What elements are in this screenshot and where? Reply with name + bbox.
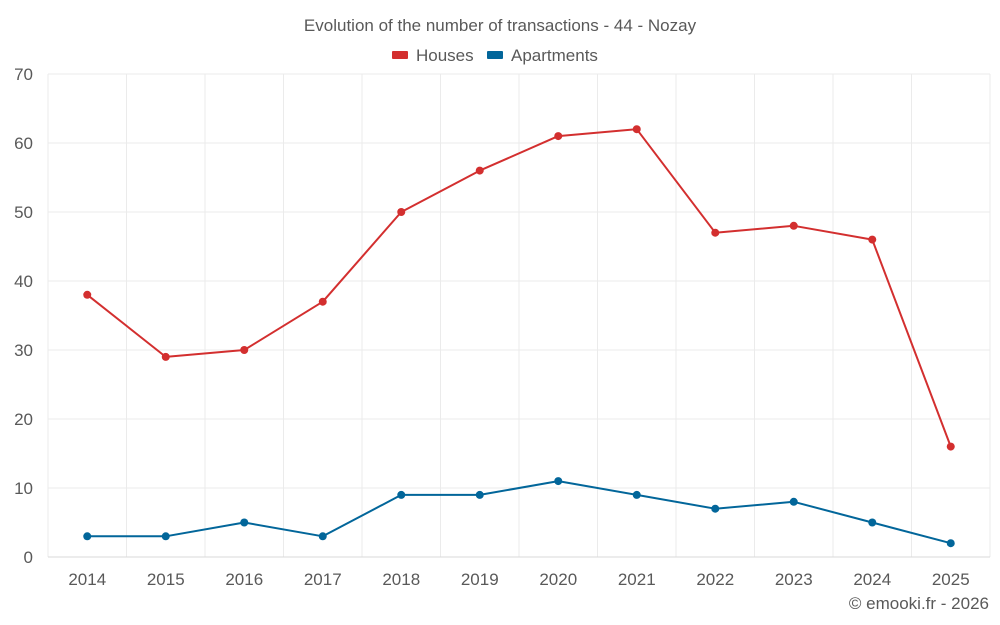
axes: 0 10 20 30 40 50 60 70 2014 2015 2016 2017 2018 2019 2…: [14, 65, 990, 589]
y-tick-label: 40: [14, 272, 33, 291]
chart-title: Evolution of the number of transactions …: [304, 16, 697, 35]
series-line-houses: [86, 128, 952, 447]
data-point-apartments: [83, 532, 92, 541]
x-tick-label: 2014: [68, 570, 106, 589]
x-tick-label: 2020: [539, 570, 577, 589]
x-tick-label: 2015: [147, 570, 185, 589]
y-tick-label: 0: [24, 548, 33, 567]
data-point-apartments: [318, 532, 327, 541]
legend-item-houses[interactable]: Houses: [392, 46, 474, 65]
legend-label-houses: Houses: [416, 46, 474, 65]
data-point-apartments: [554, 477, 563, 486]
data-point-houses: [318, 297, 327, 306]
data-point-apartments: [632, 490, 641, 499]
legend-label-apartments: Apartments: [511, 46, 598, 65]
y-tick-label: 30: [14, 341, 33, 360]
data-point-apartments: [161, 532, 170, 541]
x-tick-label: 2016: [225, 570, 263, 589]
data-point-houses: [475, 166, 484, 175]
legend-swatch-apartments: [487, 51, 503, 59]
data-point-apartments: [240, 518, 249, 527]
x-tick-label: 2018: [382, 570, 420, 589]
data-point-houses: [554, 132, 563, 141]
data-point-apartments: [475, 490, 484, 499]
y-tick-label: 70: [14, 65, 33, 84]
x-tick-label: 2025: [932, 570, 970, 589]
y-tick-label: 60: [14, 134, 33, 153]
x-tick-label: 2019: [461, 570, 499, 589]
legend-swatch-houses: [392, 51, 408, 59]
data-point-houses: [161, 352, 170, 361]
grid: [47, 73, 991, 557]
x-tick-label: 2022: [696, 570, 734, 589]
legend-item-apartments[interactable]: Apartments: [487, 46, 598, 65]
y-tick-label: 10: [14, 479, 33, 498]
data-point-apartments: [711, 504, 720, 513]
x-tick-label: 2023: [775, 570, 813, 589]
data-point-apartments: [397, 490, 406, 499]
legend: Houses Apartments: [392, 46, 598, 65]
data-point-houses: [868, 235, 877, 244]
data-point-houses: [711, 228, 720, 237]
series-line-apartments: [87, 480, 952, 545]
data-point-apartments: [789, 497, 798, 506]
y-tick-label: 20: [14, 410, 33, 429]
x-tick-label: 2017: [304, 570, 342, 589]
data-point-houses: [946, 442, 955, 451]
x-tick-label: 2024: [853, 570, 891, 589]
data-point-houses: [83, 290, 92, 299]
data-point-apartments: [946, 539, 955, 548]
x-tick-label: 2021: [618, 570, 656, 589]
data-point-houses: [632, 125, 641, 134]
data-point-houses: [397, 208, 406, 216]
data-point-houses: [789, 221, 798, 230]
y-tick-label: 50: [14, 203, 33, 222]
credit-text: © emooki.fr - 2026: [849, 594, 989, 613]
series: [83, 125, 955, 548]
data-point-apartments: [868, 518, 877, 527]
data-point-houses: [240, 346, 249, 354]
